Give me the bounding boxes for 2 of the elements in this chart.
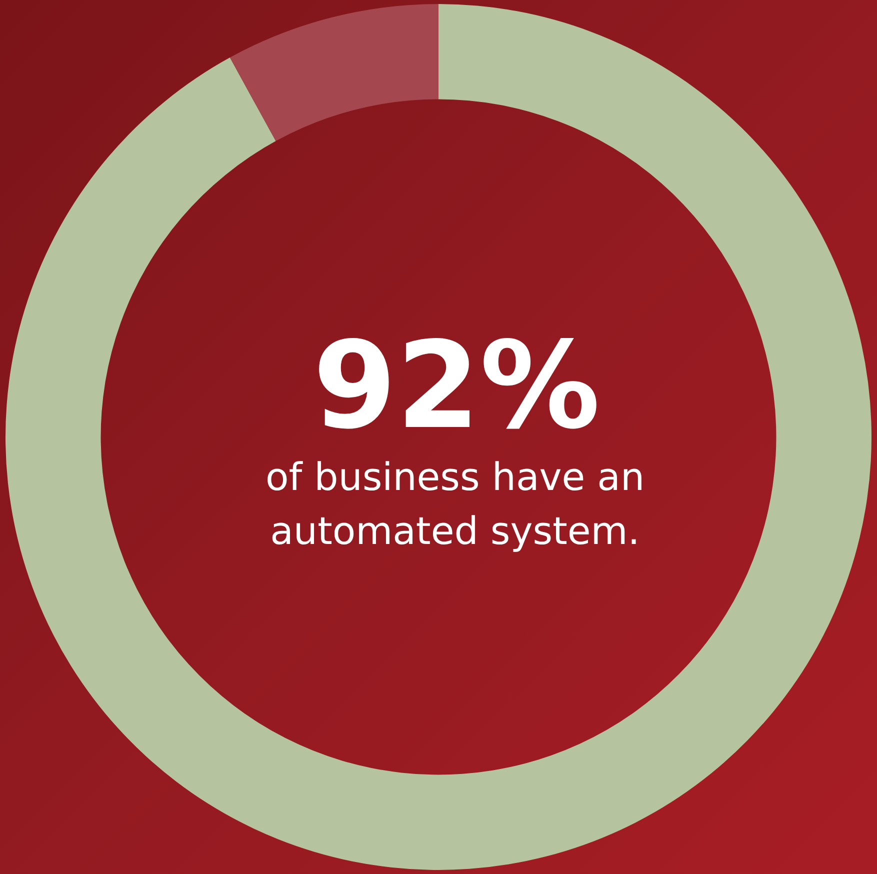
text: of business have an automated system. [264, 454, 646, 555]
data-label: 92% [312, 317, 600, 456]
